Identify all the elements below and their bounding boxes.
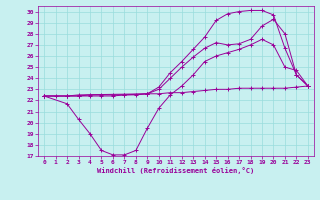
X-axis label: Windchill (Refroidissement éolien,°C): Windchill (Refroidissement éolien,°C) xyxy=(97,167,255,174)
